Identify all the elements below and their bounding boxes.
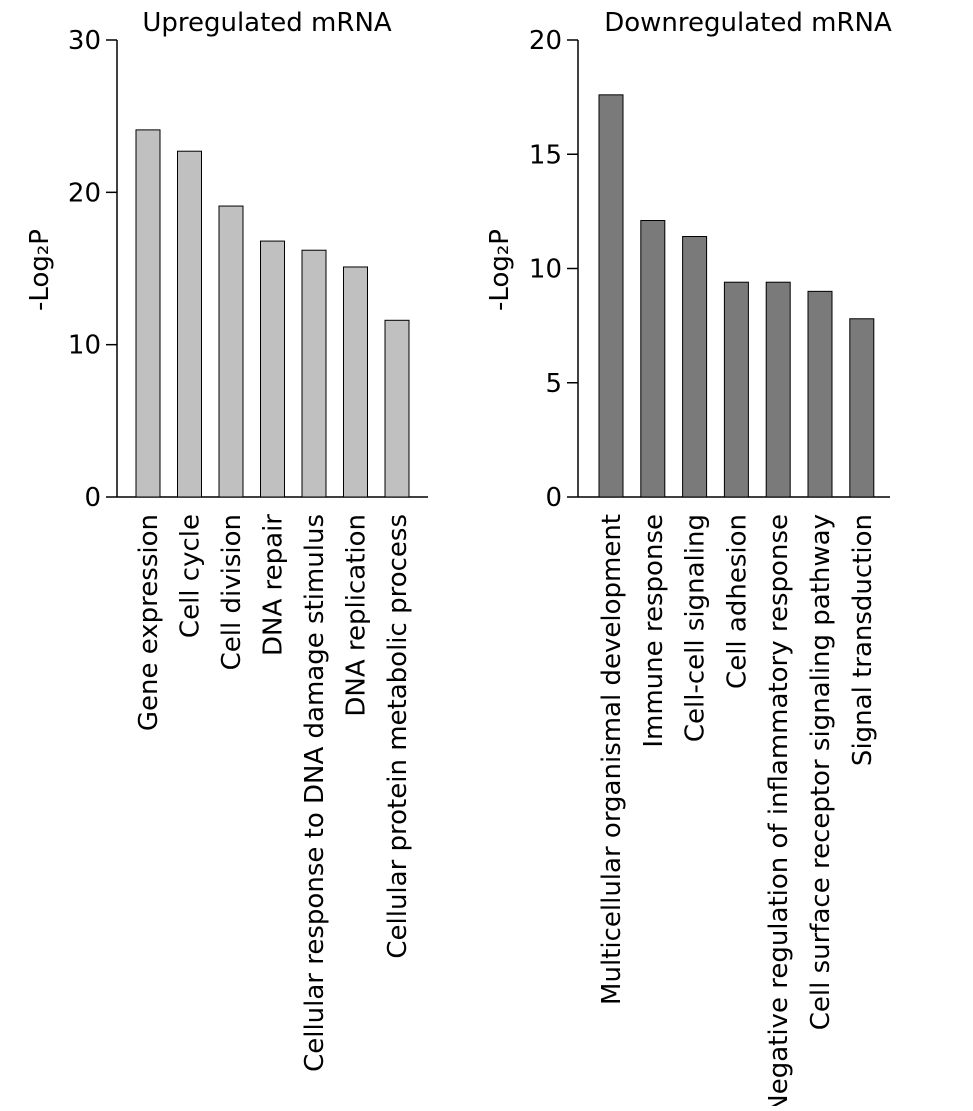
y-tick-label: 30 [68, 26, 101, 56]
y-tick-label: 15 [529, 140, 562, 170]
y-axis-label: -Log₂P [25, 229, 55, 311]
x-tick-label: Gene expression [134, 514, 164, 731]
x-tick-label: Cell-cell signaling [681, 514, 711, 742]
x-tick-label: DNA repair [259, 514, 289, 656]
x-tick-label: Signal transduction [848, 514, 878, 766]
x-tick-label: Cell cycle [176, 514, 206, 638]
bar [682, 236, 708, 498]
x-tick-label: Cell adhesion [722, 514, 752, 689]
x-tick-label: Immune response [639, 514, 669, 748]
bar [723, 281, 749, 498]
y-tick-label: 10 [529, 255, 562, 285]
chart-title: Upregulated mRNA [142, 8, 392, 38]
bar [849, 318, 875, 498]
x-tick-label: Cell surface receptor signaling pathway [806, 514, 836, 1030]
y-tick-label: 0 [84, 483, 101, 513]
x-tick-label: DNA replication [342, 514, 372, 717]
y-tick-label: 5 [545, 369, 562, 399]
bar [135, 129, 161, 498]
chart-title: Downregulated mRNA [604, 8, 892, 38]
bar [765, 281, 791, 498]
bar [807, 290, 833, 498]
bar [598, 94, 624, 498]
y-tick-label: 10 [68, 331, 101, 361]
bar [218, 205, 244, 498]
y-tick-label: 20 [68, 178, 101, 208]
x-tick-label: Cellular protein metabolic process [383, 514, 413, 959]
bar [260, 240, 285, 498]
bar [640, 220, 666, 498]
y-tick-label: 0 [545, 483, 562, 513]
x-tick-label: Cell division [217, 514, 247, 670]
bar [384, 319, 410, 498]
y-tick-label: 20 [529, 26, 562, 56]
y-axis-label: -Log₂P [485, 229, 515, 311]
downregulated-chart: Downregulated mRNA -Log₂P 0 5 10 15 20 Multicel… [485, 8, 892, 1111]
bar [343, 266, 368, 498]
bar [301, 249, 327, 498]
bar [177, 150, 202, 498]
x-tick-label: Cellular response to DNA damage stimulus [300, 514, 330, 1072]
x-tick-label: Negative regulation of inflammatory resp… [764, 514, 794, 1106]
x-tick-label: Multicellular organismal development [597, 514, 627, 1005]
upregulated-chart: Upregulated mRNA -Log₂P 0 10 20 30 Gene expres… [25, 8, 428, 1072]
